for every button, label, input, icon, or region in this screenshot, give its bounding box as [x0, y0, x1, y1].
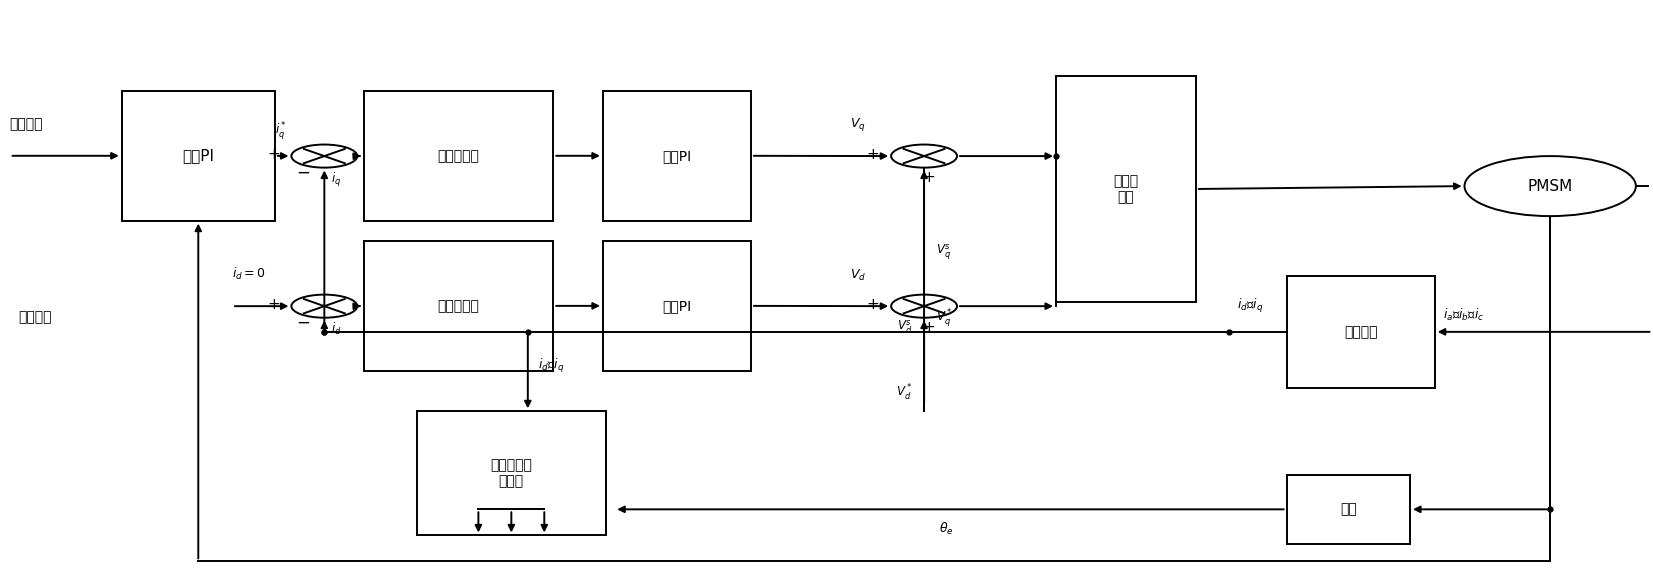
Text: 重复控制器: 重复控制器	[438, 149, 479, 163]
Text: $V_q^*$: $V_q^*$	[936, 307, 952, 329]
Text: +: +	[922, 320, 936, 335]
Text: 积分: 积分	[1341, 502, 1357, 516]
Bar	[417, 411, 607, 535]
Circle shape	[891, 144, 957, 168]
Text: $V_q^s$: $V_q^s$	[936, 242, 950, 262]
Text: $i_q^*$: $i_q^*$	[274, 119, 286, 142]
Text: +: +	[866, 147, 879, 162]
Circle shape	[291, 295, 357, 318]
Text: $i_d$、$i_q$: $i_d$、$i_q$	[1236, 296, 1263, 314]
Text: −: −	[296, 164, 309, 182]
Text: $\theta_e$: $\theta_e$	[939, 521, 954, 537]
Text: 速度PI: 速度PI	[182, 148, 215, 164]
Text: 三相逆
变器: 三相逆 变器	[1114, 174, 1139, 204]
Text: 死区前馈补
偿模块: 死区前馈补 偿模块	[491, 458, 532, 488]
Text: +: +	[268, 297, 279, 312]
Bar	[122, 91, 274, 221]
Text: +: +	[268, 147, 279, 162]
Circle shape	[891, 295, 957, 318]
Bar	[364, 241, 554, 371]
Text: $V_q$: $V_q$	[850, 116, 866, 133]
Bar	[603, 91, 750, 221]
Circle shape	[1465, 156, 1636, 216]
Text: 电流PI: 电流PI	[663, 149, 691, 163]
Text: $V_d^s$: $V_d^s$	[898, 318, 912, 336]
Text: PMSM: PMSM	[1527, 179, 1572, 194]
Text: $i_d=0$: $i_d=0$	[231, 266, 266, 282]
Text: +: +	[922, 170, 936, 185]
Bar	[603, 241, 750, 371]
Text: 速度给定: 速度给定	[10, 117, 43, 131]
Text: $i_d$、$i_q$: $i_d$、$i_q$	[537, 357, 564, 375]
Bar	[364, 91, 554, 221]
Bar	[1286, 276, 1435, 388]
Text: $i_q$: $i_q$	[331, 171, 341, 189]
Text: 坐标变换: 坐标变换	[1344, 325, 1377, 339]
Text: 电流PI: 电流PI	[663, 299, 691, 313]
Text: 重复控制器: 重复控制器	[438, 299, 479, 313]
Text: $i_a$、$i_b$、$i_c$: $i_a$、$i_b$、$i_c$	[1443, 306, 1484, 322]
Text: 速度反馈: 速度反馈	[18, 310, 51, 324]
Text: +: +	[866, 297, 879, 312]
Text: −: −	[296, 314, 309, 332]
Circle shape	[291, 144, 357, 168]
Bar	[1056, 77, 1195, 302]
Text: $i_d$: $i_d$	[331, 321, 342, 338]
Text: $V_d^*$: $V_d^*$	[896, 383, 912, 404]
Text: $V_d$: $V_d$	[850, 268, 866, 283]
Bar	[1286, 474, 1410, 544]
